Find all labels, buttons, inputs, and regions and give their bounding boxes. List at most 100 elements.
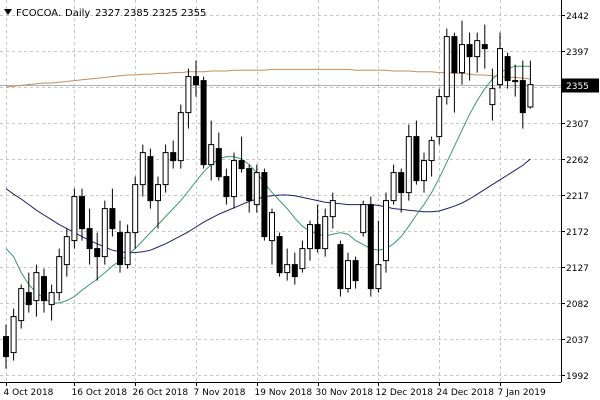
candle-6 — [48, 284, 55, 321]
candle-body-bear — [481, 44, 488, 50]
candle-body-bear — [94, 248, 101, 258]
candle-20 — [155, 176, 161, 229]
candle-body-bull — [33, 272, 40, 302]
candle-body-bear — [352, 260, 359, 282]
x-axis-ticks: 4 Oct 2018 16 Oct 2018 26 Oct 2018 7 Nov 20… — [4, 382, 546, 398]
candle-body-bull — [390, 172, 397, 202]
candle-22 — [170, 140, 177, 169]
candle-7 — [56, 248, 63, 301]
triangle-down-icon[interactable] — [4, 9, 12, 15]
candle-body-bull — [489, 88, 496, 106]
candle-body-bull — [253, 172, 260, 206]
candle-body-bear — [200, 80, 207, 166]
candle-53 — [405, 124, 412, 201]
candle-54 — [413, 120, 420, 185]
plot-area[interactable] — [0, 0, 561, 382]
candle-16 — [124, 224, 131, 269]
candle-body-bull — [208, 144, 215, 166]
candle-body-bear — [314, 224, 321, 250]
candle-62 — [474, 32, 481, 73]
candle-body-bear — [276, 236, 283, 274]
candle-body-bull — [63, 236, 70, 266]
candle-2 — [18, 284, 25, 329]
candle-body-bull — [428, 140, 435, 162]
candle-31 — [238, 136, 245, 173]
candle-30 — [231, 152, 237, 209]
x-tick-label-8: 7 Jan 2019 — [498, 388, 546, 398]
candle-body-bull — [375, 264, 382, 290]
candle-body-bull — [162, 152, 169, 186]
y-tick-label-5: 2217 — [566, 192, 589, 202]
candle-45 — [345, 252, 351, 293]
candle-body-bear — [25, 292, 32, 306]
candle-37 — [284, 248, 291, 281]
candle-body-bear — [238, 160, 245, 170]
candle-49 — [375, 220, 382, 293]
candle-27 — [208, 120, 215, 181]
candle-39 — [299, 240, 306, 273]
y-tick-label-0: 1992 — [566, 372, 589, 382]
candle-10 — [79, 188, 85, 241]
candle-14 — [109, 188, 116, 237]
candle-body-bull — [155, 184, 161, 202]
last-price-text: 2355 — [566, 82, 589, 92]
candle-3 — [25, 272, 32, 313]
candle-69 — [527, 60, 534, 109]
candle-61 — [466, 32, 473, 81]
candle-59 — [451, 32, 458, 113]
candle-11 — [86, 208, 93, 265]
candle-body-bull — [56, 256, 63, 294]
candle-38 — [291, 252, 298, 285]
moving-average-fast — [5, 65, 531, 304]
moving-average-slow — [5, 68, 531, 88]
candle-body-bull — [307, 224, 313, 250]
candle-body-bear — [246, 168, 253, 202]
candle-body-bear — [223, 176, 230, 198]
candle-body-bull — [443, 36, 450, 98]
y-tick-label-10: 2442 — [566, 12, 589, 22]
candle-body-bear — [337, 244, 344, 290]
candle-body-bear — [147, 156, 154, 202]
candle-9 — [71, 188, 78, 249]
candle-body-bear — [79, 196, 85, 230]
candle-body-bull — [185, 76, 192, 114]
candle-55 — [421, 152, 427, 193]
candle-body-bull — [71, 196, 78, 242]
grid-layer — [0, 0, 561, 382]
x-tick-label-4: 19 Nov 2018 — [255, 388, 313, 398]
candle-41 — [314, 204, 321, 253]
candle-body-bull — [231, 160, 237, 198]
candle-47 — [360, 200, 367, 237]
moving-average-mid — [5, 158, 531, 254]
axis-layer — [0, 0, 562, 383]
candle-68 — [519, 60, 526, 129]
candle-body-bull — [329, 200, 336, 218]
candle-24 — [185, 68, 192, 129]
candle-body-bull — [527, 84, 534, 108]
candle-12 — [94, 232, 101, 281]
candle-36 — [276, 232, 283, 277]
candle-body-bull — [284, 264, 291, 274]
candle-51 — [390, 164, 397, 205]
candle-body-bear — [215, 148, 222, 178]
candle-body-bull — [10, 316, 17, 354]
candle-body-bull — [360, 204, 367, 234]
y-tick-label-3: 2127 — [566, 264, 589, 274]
candle-21 — [162, 144, 169, 193]
candle-body-bull — [436, 96, 443, 138]
candle-23 — [177, 104, 184, 169]
candle-18 — [139, 144, 146, 197]
x-tick-label-6: 12 Dec 2018 — [376, 388, 434, 398]
y-axis-ticks: 1992203720822127217222172262230723522397… — [561, 12, 589, 382]
candle-40 — [307, 220, 313, 261]
candle-body-bull — [405, 136, 412, 194]
moving-average-layer — [5, 65, 531, 304]
candle-body-bear — [519, 80, 526, 114]
y-tick-label-2: 2082 — [566, 300, 589, 310]
candle-body-bull — [299, 248, 306, 270]
y-tick-label-4: 2172 — [566, 228, 589, 238]
x-tick-label-3: 7 Nov 2018 — [194, 388, 246, 398]
x-tick-label-5: 30 Nov 2018 — [316, 388, 374, 398]
